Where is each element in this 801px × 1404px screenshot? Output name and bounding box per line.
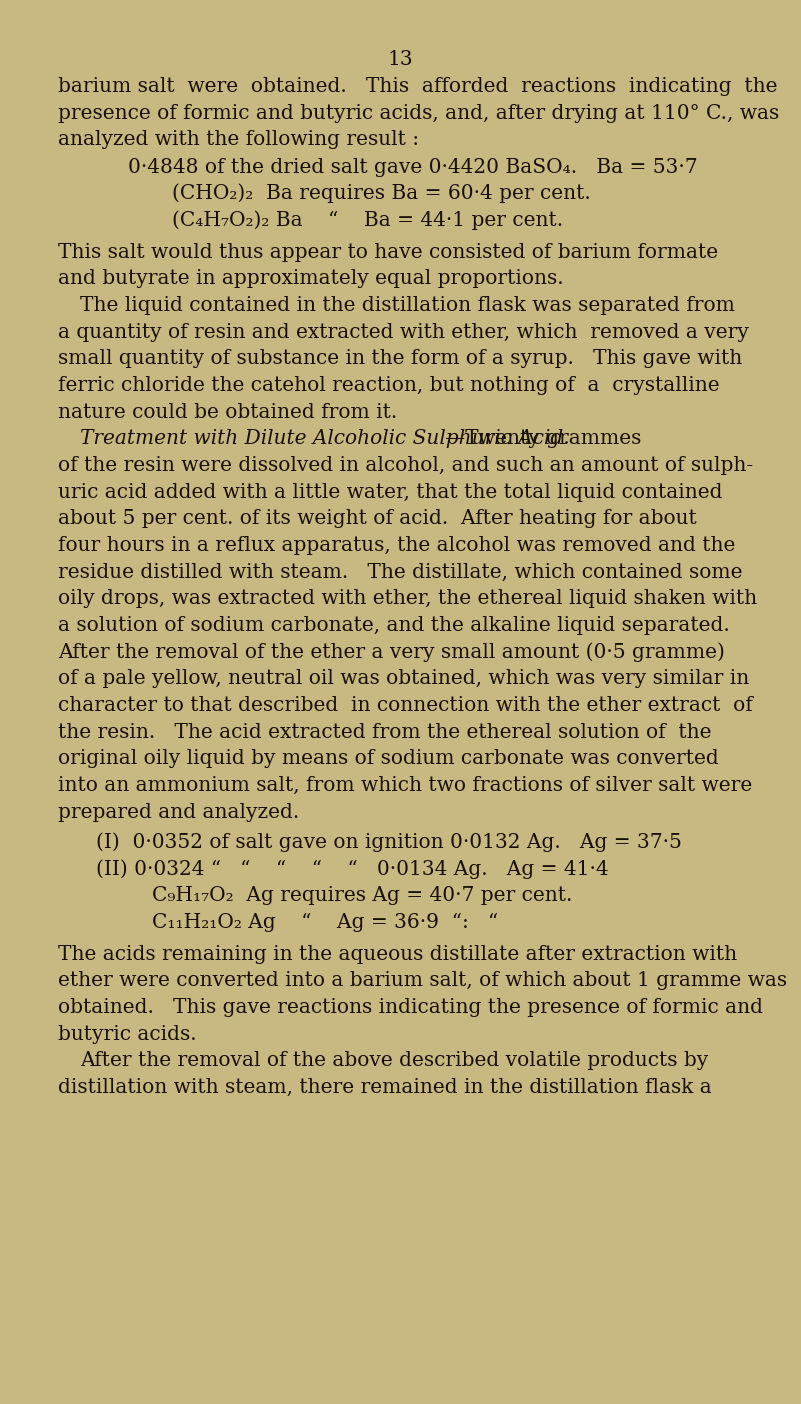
Text: four hours in a reflux apparatus, the alcohol was removed and the: four hours in a reflux apparatus, the al… — [58, 536, 735, 555]
Text: into an ammonium salt, from which two fractions of silver salt were: into an ammonium salt, from which two fr… — [58, 776, 752, 795]
Text: butyric acids.: butyric acids. — [58, 1025, 196, 1043]
Text: the resin.   The acid extracted from the ethereal solution of  the: the resin. The acid extracted from the e… — [58, 723, 711, 741]
Text: prepared and analyzed.: prepared and analyzed. — [58, 803, 299, 821]
Text: (I)  0·0352 of salt gave on ignition 0·0132 Ag.   Ag = 37·5: (I) 0·0352 of salt gave on ignition 0·01… — [96, 833, 682, 852]
Text: C₁₁H₂₁O₂ Ag    “    Ag = 36·9  “:   “: C₁₁H₂₁O₂ Ag “ Ag = 36·9 “: “ — [152, 913, 498, 932]
Text: ferric chloride the catehol reaction, but nothing of  a  crystalline: ferric chloride the catehol reaction, bu… — [58, 376, 719, 395]
Text: C₉H₁₇O₂  Ag requires Ag = 40·7 per cent.: C₉H₁₇O₂ Ag requires Ag = 40·7 per cent. — [152, 886, 573, 906]
Text: After the removal of the ether a very small amount (0·5 gramme): After the removal of the ether a very sm… — [58, 642, 725, 661]
Text: barium salt  were  obtained.   This  afforded  reactions  indicating  the: barium salt were obtained. This afforded… — [58, 77, 777, 95]
Text: about 5 per cent. of its weight of acid.  After heating for about: about 5 per cent. of its weight of acid.… — [58, 510, 696, 528]
Text: (C₄H₇O₂)₂ Ba    “    Ba = 44·1 per cent.: (C₄H₇O₂)₂ Ba “ Ba = 44·1 per cent. — [172, 211, 563, 230]
Text: residue distilled with steam.   The distillate, which contained some: residue distilled with steam. The distil… — [58, 563, 743, 581]
Text: of the resin were dissolved in alcohol, and such an amount of sulph-: of the resin were dissolved in alcohol, … — [58, 456, 753, 475]
Text: and butyrate in approximately equal proportions.: and butyrate in approximately equal prop… — [58, 270, 563, 288]
Text: After the removal of the above described volatile products by: After the removal of the above described… — [80, 1052, 708, 1070]
Text: distillation with steam, there remained in the distillation flask a: distillation with steam, there remained … — [58, 1078, 711, 1097]
Text: character to that described  in connection with the ether extract  of: character to that described in connectio… — [58, 696, 752, 715]
Text: 0·4848 of the dried salt gave 0·4420 BaSO₄.   Ba = 53·7: 0·4848 of the dried salt gave 0·4420 BaS… — [128, 157, 698, 177]
Text: analyzed with the following result :: analyzed with the following result : — [58, 131, 419, 149]
Text: This salt would thus appear to have consisted of barium formate: This salt would thus appear to have cons… — [58, 243, 718, 261]
Text: —Twenty grammes: —Twenty grammes — [445, 430, 641, 448]
Text: a solution of sodium carbonate, and the alkaline liquid separated.: a solution of sodium carbonate, and the … — [58, 616, 730, 635]
Text: oily drops, was extracted with ether, the ethereal liquid shaken with: oily drops, was extracted with ether, th… — [58, 590, 757, 608]
Text: The acids remaining in the aqueous distillate after extraction with: The acids remaining in the aqueous disti… — [58, 945, 737, 963]
Text: obtained.   This gave reactions indicating the presence of formic and: obtained. This gave reactions indicating… — [58, 998, 763, 1016]
Text: small quantity of substance in the form of a syrup.   This gave with: small quantity of substance in the form … — [58, 350, 742, 368]
Text: nature could be obtained from it.: nature could be obtained from it. — [58, 403, 397, 421]
Text: of a pale yellow, neutral oil was obtained, which was very similar in: of a pale yellow, neutral oil was obtain… — [58, 670, 749, 688]
Text: 13: 13 — [388, 51, 413, 69]
Text: Treatment with Dilute Alcoholic Sulphuric Acid.: Treatment with Dilute Alcoholic Sulphuri… — [80, 430, 570, 448]
Text: uric acid added with a little water, that the total liquid contained: uric acid added with a little water, tha… — [58, 483, 723, 501]
Text: a quantity of resin and extracted with ether, which  removed a very: a quantity of resin and extracted with e… — [58, 323, 749, 341]
Text: (CHO₂)₂  Ba requires Ba = 60·4 per cent.: (CHO₂)₂ Ba requires Ba = 60·4 per cent. — [172, 184, 591, 204]
Text: presence of formic and butyric acids, and, after drying at 110° C., was: presence of formic and butyric acids, an… — [58, 104, 779, 122]
Text: (II) 0·0324 “   “    “    “    “   0·0134 Ag.   Ag = 41·4: (II) 0·0324 “ “ “ “ “ 0·0134 Ag. Ag = 41… — [96, 859, 609, 879]
Text: ether were converted into a barium salt, of which about 1 gramme was: ether were converted into a barium salt,… — [58, 972, 787, 990]
Text: original oily liquid by means of sodium carbonate was converted: original oily liquid by means of sodium … — [58, 750, 718, 768]
Text: The liquid contained in the distillation flask was separated from: The liquid contained in the distillation… — [80, 296, 735, 314]
